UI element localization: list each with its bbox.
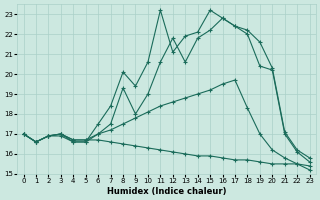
X-axis label: Humidex (Indice chaleur): Humidex (Indice chaleur) <box>107 187 226 196</box>
